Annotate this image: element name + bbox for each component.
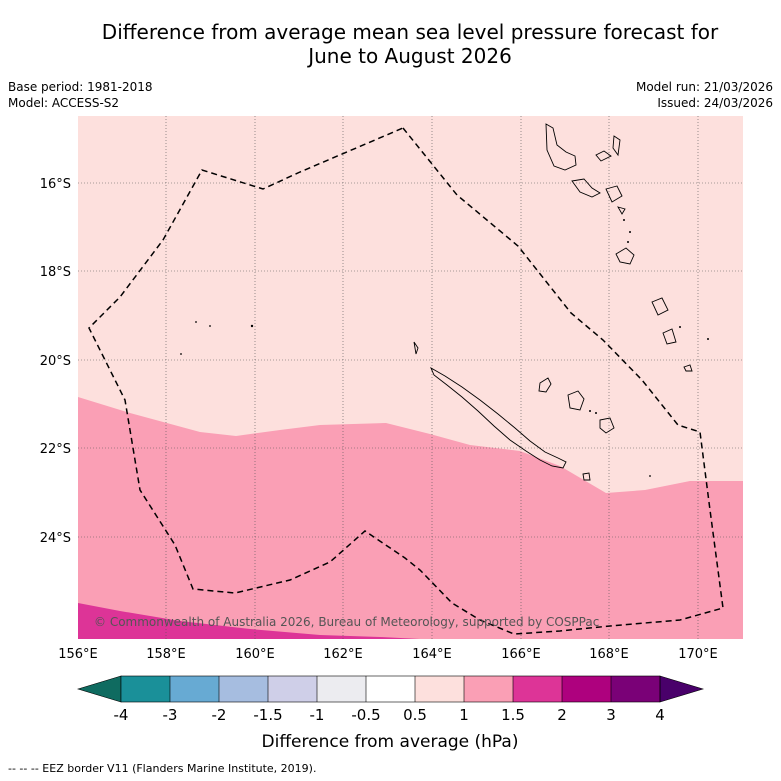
colorbar-tick: 0.5 bbox=[403, 706, 427, 724]
colorbar-segment bbox=[415, 676, 464, 702]
colorbar-tick: -0.5 bbox=[351, 706, 380, 724]
title-line-1: Difference from average mean sea level p… bbox=[101, 20, 719, 44]
colorbar-segment bbox=[513, 676, 562, 702]
loyalty-island bbox=[599, 417, 615, 434]
map-area: © Commonwealth of Australia 2026, Bureau… bbox=[78, 116, 743, 639]
colorbar-frame bbox=[120, 675, 661, 703]
band-1-to-1.5 bbox=[78, 397, 743, 639]
lon-label: 156°E bbox=[58, 647, 98, 662]
colorbar-tick: -1 bbox=[310, 706, 325, 724]
tanna-island bbox=[662, 328, 677, 345]
loyalty-island bbox=[567, 390, 585, 411]
lon-label: 168°E bbox=[589, 647, 629, 662]
lat-label: 20°S bbox=[40, 354, 71, 369]
colorbar-tick: -4 bbox=[114, 706, 129, 724]
issued-date: Issued: 24/03/2026 bbox=[657, 96, 773, 110]
vanuatu-island bbox=[605, 185, 623, 203]
lon-label: 162°E bbox=[323, 647, 363, 662]
colorbar-dividers bbox=[169, 676, 612, 702]
lon-label: 160°E bbox=[235, 647, 275, 662]
colorbar-segment bbox=[317, 676, 366, 702]
lat-label: 22°S bbox=[40, 442, 71, 457]
malekula-island bbox=[571, 178, 601, 198]
isle-of-pines bbox=[582, 472, 591, 481]
colorbar-tick: 3 bbox=[606, 706, 616, 724]
colorbar-segment bbox=[268, 676, 317, 702]
colorbar-right-extension bbox=[659, 675, 705, 703]
colorbar-left-extension bbox=[76, 675, 122, 703]
colorbar-segment bbox=[464, 676, 513, 702]
lon-label: 166°E bbox=[501, 647, 541, 662]
colorbar-tick: -1.5 bbox=[253, 706, 282, 724]
colorbar-tick: 1 bbox=[459, 706, 469, 724]
colorbar: -4 -3 -2 -1.5 -1 -0.5 0.5 1 1.5 2 3 4 Di… bbox=[76, 675, 705, 752]
vanuatu-island bbox=[595, 150, 612, 162]
base-period: Base period: 1981-2018 bbox=[8, 80, 153, 94]
colorbar-tick: 1.5 bbox=[501, 706, 525, 724]
colorbar-segment bbox=[121, 676, 170, 702]
vanuatu-island bbox=[617, 206, 626, 215]
lat-label: 18°S bbox=[40, 265, 71, 280]
colorbar-segment bbox=[611, 676, 660, 702]
small-islets bbox=[180, 219, 709, 477]
colorbar-tick: 2 bbox=[557, 706, 567, 724]
eez-legend-footer: -- -- -- EEZ border V11 (Flanders Marine… bbox=[8, 762, 317, 775]
new-caledonia-island bbox=[430, 366, 567, 469]
colorbar-ticks: -4 -3 -2 -1.5 -1 -0.5 0.5 1 1.5 2 3 4 bbox=[114, 706, 665, 724]
vanuatu-island bbox=[612, 135, 621, 157]
lat-label: 16°S bbox=[40, 177, 71, 192]
metadata-right: Model run: 21/03/2026 Issued: 24/03/2026 bbox=[636, 79, 773, 111]
chart-title: Difference from average mean sea level p… bbox=[40, 20, 780, 68]
lon-label: 170°E bbox=[678, 647, 718, 662]
title-line-2: June to August 2026 bbox=[308, 44, 512, 68]
colorbar-tick: -3 bbox=[163, 706, 178, 724]
lon-label: 158°E bbox=[146, 647, 186, 662]
colorbar-segment bbox=[219, 676, 268, 702]
lon-label: 164°E bbox=[412, 647, 452, 662]
colorbar-segment bbox=[366, 676, 415, 702]
vanuatu-island bbox=[683, 364, 693, 372]
espiritu-santo-island bbox=[545, 123, 577, 171]
colorbar-tick: 4 bbox=[655, 706, 665, 724]
eez-border bbox=[88, 127, 724, 635]
metadata-left: Base period: 1981-2018 Model: ACCESS-S2 bbox=[8, 79, 153, 111]
loyalty-island bbox=[538, 377, 552, 393]
belep-island bbox=[413, 341, 419, 355]
latitude-labels: 16°S 18°S 20°S 22°S 24°S bbox=[40, 177, 71, 546]
lat-label: 24°S bbox=[40, 531, 71, 546]
model-run: Model run: 21/03/2026 bbox=[635, 80, 773, 94]
erromango-island bbox=[651, 297, 669, 316]
graticule bbox=[78, 116, 743, 639]
efate-island bbox=[615, 247, 635, 265]
model-name: Model: ACCESS-S2 bbox=[8, 96, 120, 110]
copyright-notice: © Commonwealth of Australia 2026, Bureau… bbox=[94, 615, 599, 629]
colorbar-segment bbox=[562, 676, 611, 702]
colorbar-label: Difference from average (hPa) bbox=[262, 732, 519, 752]
coastlines bbox=[413, 123, 693, 481]
band-1.5-to-2 bbox=[78, 603, 420, 639]
longitude-labels: 156°E 158°E 160°E 162°E 164°E 166°E 168°… bbox=[58, 647, 718, 662]
colorbar-tick: -2 bbox=[212, 706, 227, 724]
colorbar-segment bbox=[170, 676, 219, 702]
